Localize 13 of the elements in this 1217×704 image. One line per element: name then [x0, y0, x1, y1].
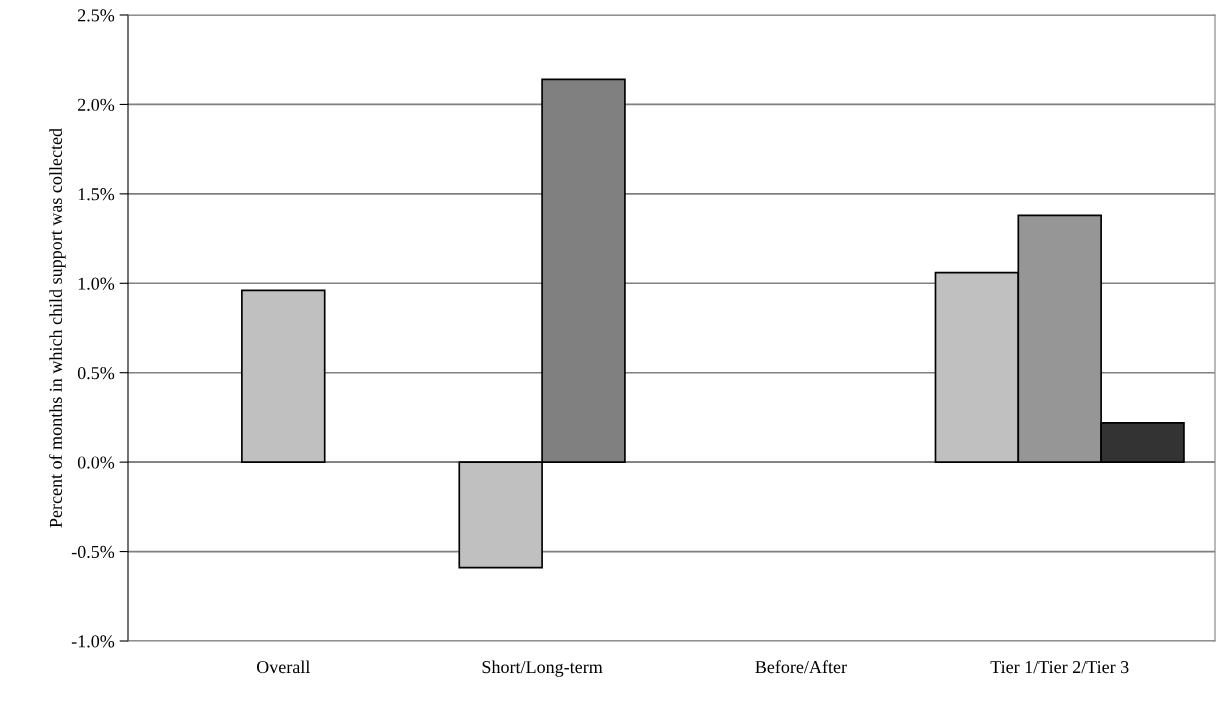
x-tick-label: Before/After: [755, 660, 847, 674]
y-tick-label: 1.5%: [78, 188, 115, 201]
x-tick-label: Tier 1/Tier 2/Tier 3: [990, 661, 1129, 674]
x-tick-label: Short/Long-term: [482, 660, 603, 677]
y-tick-label: -1.0%: [71, 635, 115, 648]
y-axis-title: Percent of months in which child support was collected: [49, 128, 66, 528]
x-tick-label: Overall: [256, 660, 310, 674]
y-tick-label: 2.5%: [77, 9, 115, 22]
y-tick-label: 1.0%: [78, 277, 115, 290]
y-tick-label: -0.5%: [71, 545, 115, 559]
y-tick-label: 0.0%: [77, 456, 115, 469]
y-tick-label: 2.0%: [77, 98, 115, 111]
y-tick-label: 0.5%: [77, 366, 115, 380]
